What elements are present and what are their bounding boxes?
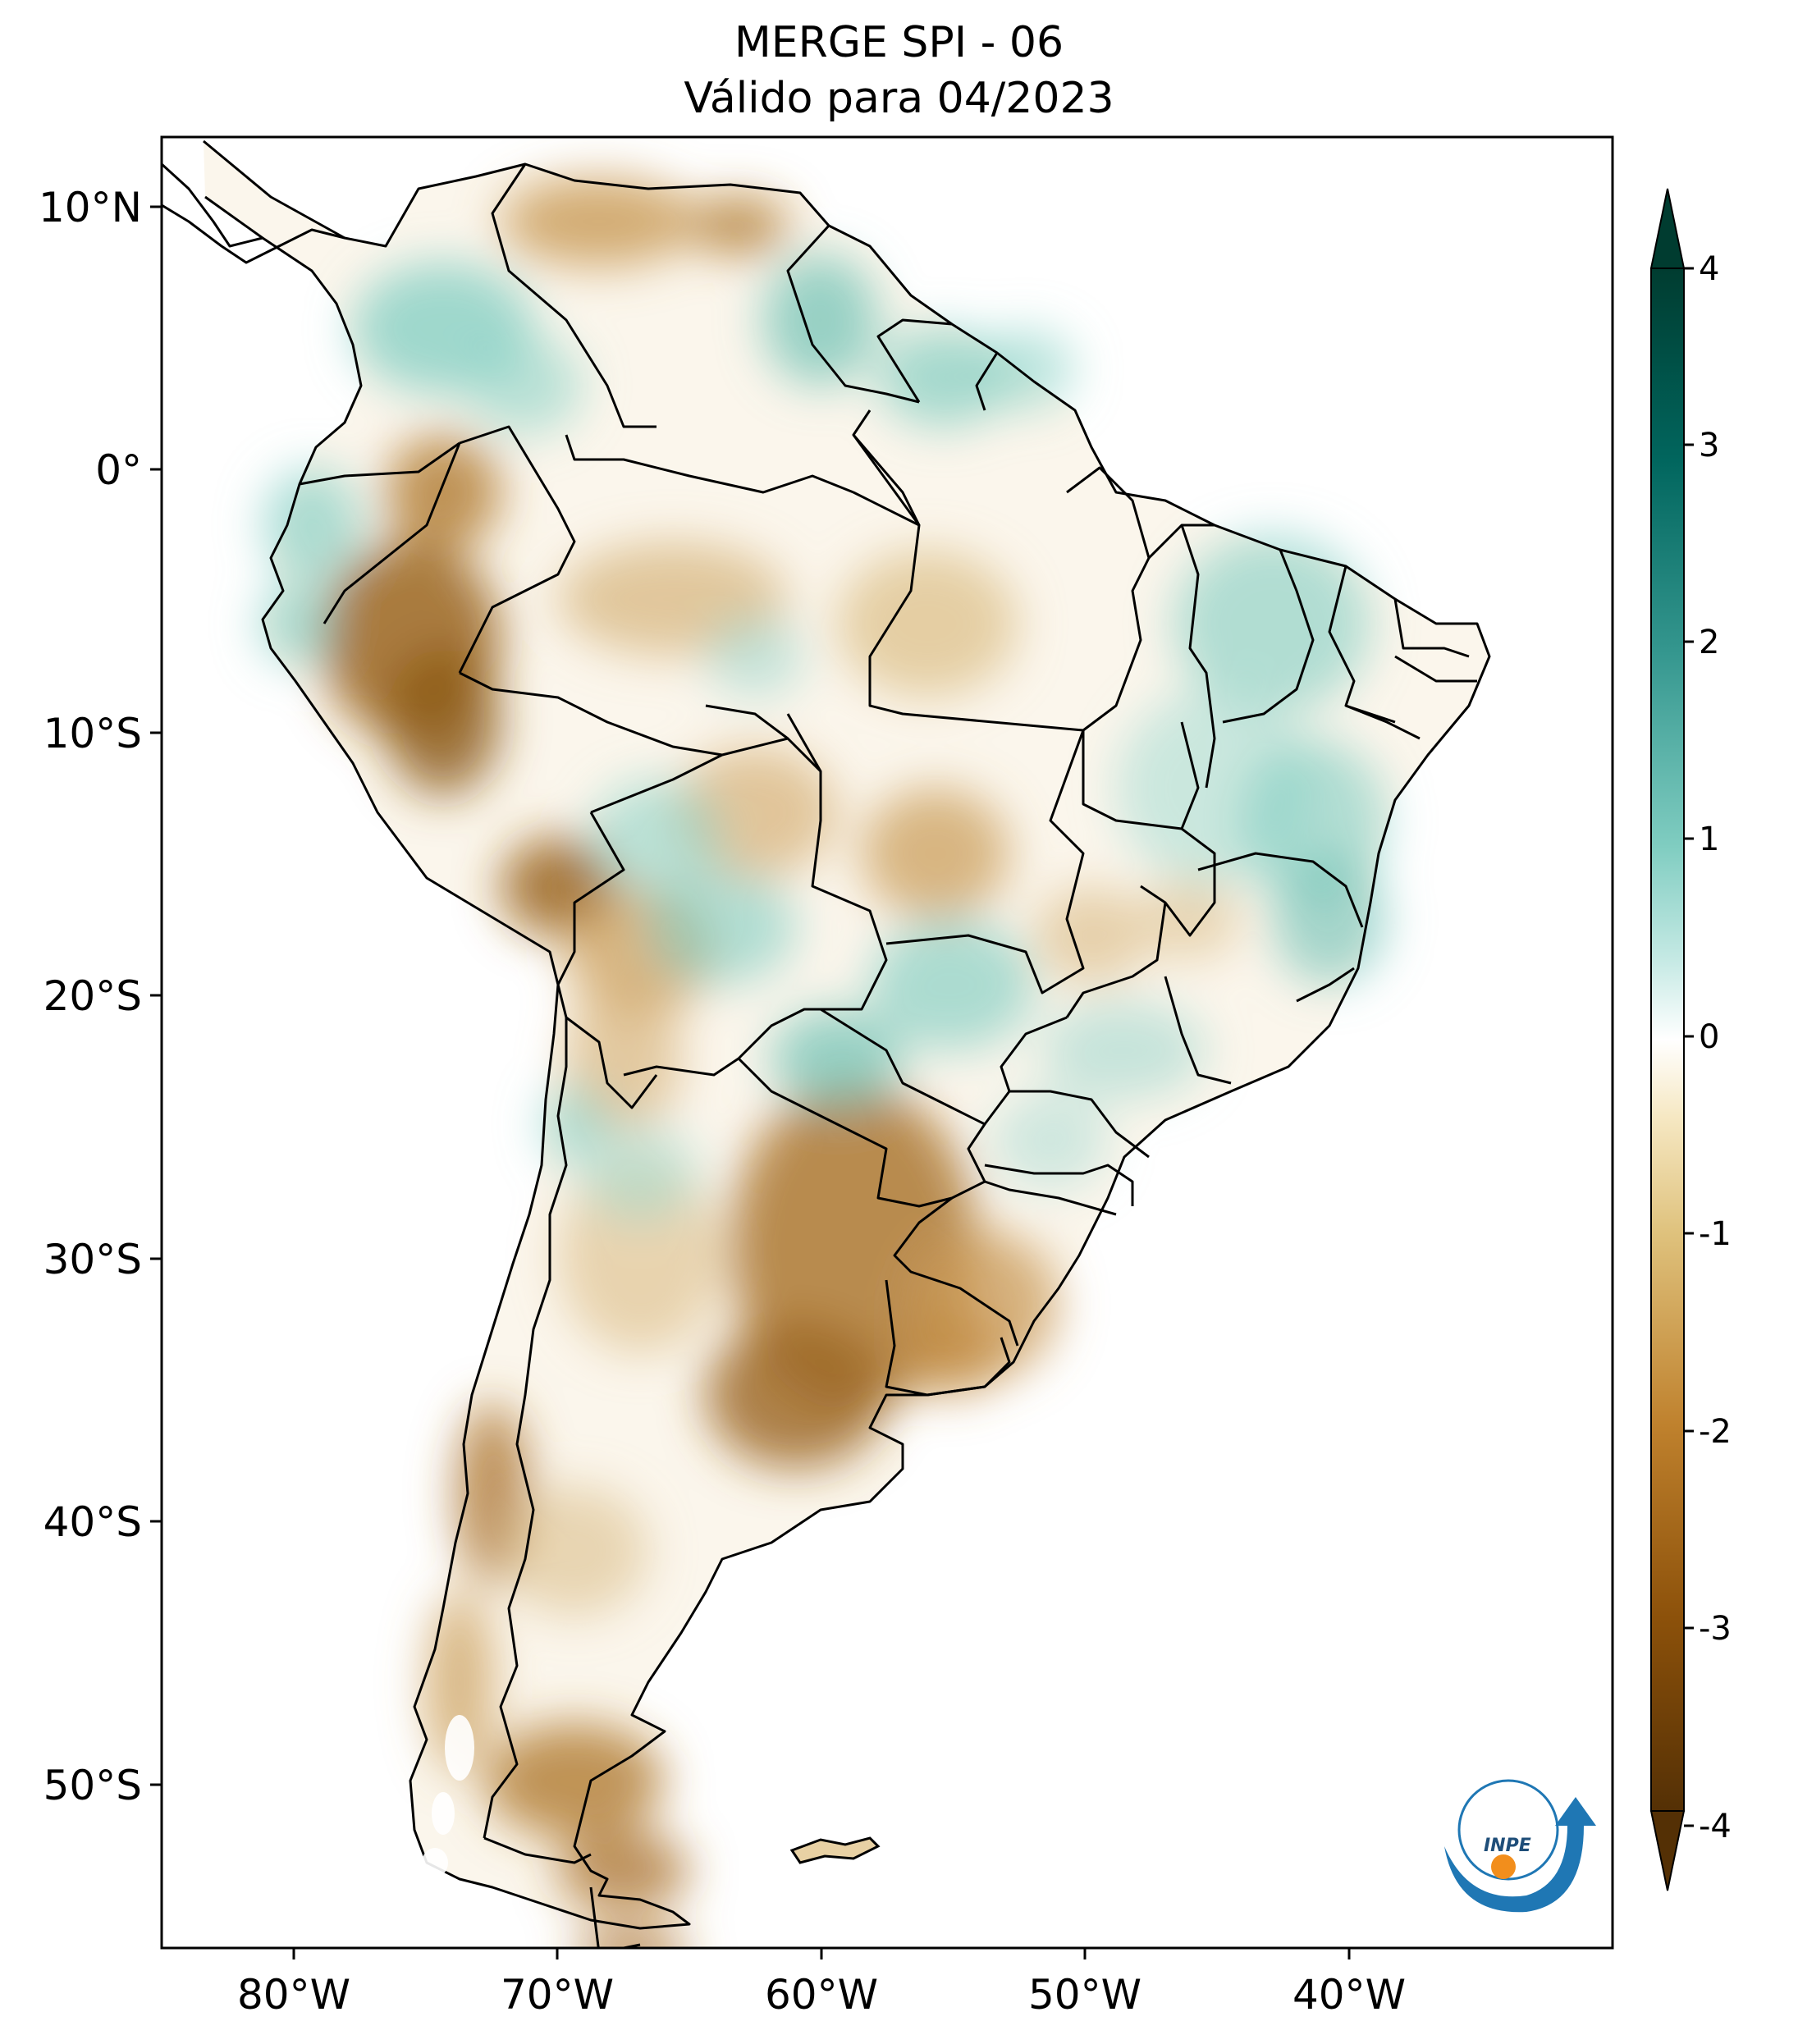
lon-label: 60°W: [765, 1971, 878, 2019]
lat-label: 20°S: [43, 972, 142, 1020]
colorbar-tick-label: 3: [1699, 427, 1719, 464]
map-frame: [160, 135, 1614, 1950]
colorbar-tick-label: 0: [1699, 1018, 1719, 1056]
colorbar-tick-label: -2: [1699, 1413, 1732, 1451]
political-borders: [162, 139, 1491, 1948]
colorbar-tick-label: -3: [1699, 1610, 1732, 1648]
latitude-axis: 10°N 0° 10°S 20°S 30°S 40°S 50°S: [39, 184, 162, 1809]
lat-label: 50°S: [43, 1762, 142, 1809]
lon-label: 70°W: [501, 1971, 614, 2019]
map-subtitle: Válido para 04/2023: [684, 74, 1114, 123]
lat-label: 0°: [95, 446, 142, 494]
coastal-islands: [422, 1715, 474, 1877]
colorbar: 4 3 2 1 0 -1 -2 -3 -4: [1649, 188, 1732, 1891]
map-area: [162, 137, 1613, 1948]
inpe-logo: INPE: [1444, 1779, 1596, 1913]
inpe-logo-text: INPE: [1484, 1836, 1531, 1856]
colorbar-extend-top: [1649, 188, 1686, 269]
falkland-islands: [789, 1836, 881, 1864]
longitude-axis: 80°W 70°W 60°W 50°W 40°W: [237, 1948, 1406, 2019]
lon-label: 40°W: [1292, 1971, 1406, 2019]
lon-label: 50°W: [1028, 1971, 1141, 2019]
colorbar-tick-label: 1: [1699, 821, 1719, 858]
lat-label: 40°S: [43, 1498, 142, 1546]
colorbar-gradient: [1650, 268, 1685, 1812]
lat-label: 10°N: [39, 184, 142, 231]
colorbar-tick-label: 2: [1699, 624, 1719, 661]
colorbar-extend-bottom: [1649, 1810, 1686, 1891]
colorbar-tick-label: -4: [1699, 1808, 1732, 1845]
spi-anomaly-field: [258, 176, 1387, 1948]
colorbar-tick-label: 4: [1699, 250, 1719, 288]
colorbar-tick-label: -1: [1699, 1215, 1732, 1253]
map-title: MERGE SPI - 06: [734, 18, 1064, 67]
lat-label: 30°S: [43, 1236, 142, 1283]
lat-label: 10°S: [43, 710, 142, 757]
lon-label: 80°W: [237, 1971, 350, 2019]
